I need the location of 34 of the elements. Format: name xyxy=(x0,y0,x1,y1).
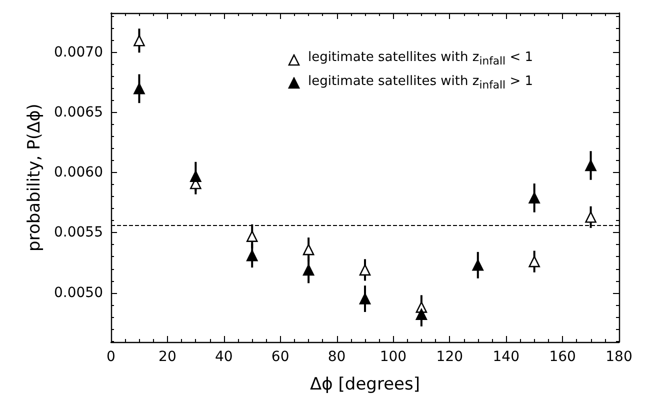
point xyxy=(416,308,428,320)
point xyxy=(359,264,371,276)
legend-label: legitimate satellites with z$_{infall}$ > 1 xyxy=(308,72,533,94)
x-axis-title: Δϕ [degrees] xyxy=(310,374,420,394)
y-tick-label: 0.0055 xyxy=(54,224,103,241)
point xyxy=(302,264,314,276)
x-tick-label: 40 xyxy=(214,349,233,365)
x-tick-label: 80 xyxy=(328,349,346,365)
x-tick-label: 180 xyxy=(606,349,632,365)
x-tick-label: 160 xyxy=(549,349,576,365)
point xyxy=(359,293,371,304)
y-tick-label: 0.0060 xyxy=(54,164,103,181)
x-tick-label: 120 xyxy=(436,349,464,365)
y-tick-label: 0.0050 xyxy=(54,284,103,301)
point xyxy=(246,230,258,242)
point xyxy=(585,160,596,172)
point xyxy=(528,256,540,268)
point xyxy=(134,82,145,94)
x-tick-label: 100 xyxy=(380,349,407,365)
point xyxy=(585,211,596,223)
point xyxy=(528,192,540,204)
x-tick-label: 0 xyxy=(106,349,116,365)
point xyxy=(472,260,484,271)
y-tick-label: 0.0065 xyxy=(54,104,103,121)
y-tick-label: 0.0070 xyxy=(54,44,103,61)
point xyxy=(302,244,314,256)
x-tick-label: 140 xyxy=(492,349,520,365)
x-tick-label: 60 xyxy=(271,349,290,365)
x-tick-label: 20 xyxy=(158,349,176,365)
point xyxy=(134,34,145,46)
point xyxy=(190,170,202,182)
legend-label: legitimate satellites with z$_{infall}$ < 1 xyxy=(308,49,533,70)
y-axis-title: probability, P(Δϕ) xyxy=(24,104,44,252)
point xyxy=(246,250,258,262)
